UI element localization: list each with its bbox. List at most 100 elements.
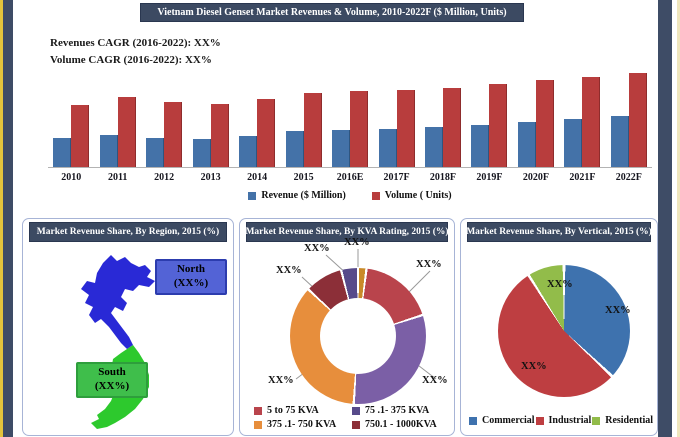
- revenue-bar-2022F: [610, 116, 629, 167]
- vertical-legend-item: Industrial: [535, 415, 592, 426]
- volume-bar-2016E: [350, 91, 369, 167]
- kva-pct-label-sliver-gold: XX%: [344, 237, 370, 248]
- revenue-bar-2016E: [332, 130, 351, 167]
- year-label-2012: 2012: [154, 172, 175, 183]
- south-label-text: South: [98, 366, 126, 378]
- volume-cagr-text: Volume CAGR (2016-2022): XX%: [50, 54, 212, 66]
- volume-legend-label: Volume ( Units): [384, 190, 452, 201]
- year-label-2018F: 2018F: [429, 172, 457, 183]
- panel-region-header: Market Revenue Share, By Region, 2015 (%…: [29, 222, 227, 242]
- volume-bar-2017F: [396, 90, 415, 167]
- right-navy-strip: [658, 0, 672, 437]
- year-label-2010: 2010: [61, 172, 82, 183]
- volume-bar-2011: [117, 97, 136, 167]
- revenue-bar-2021F: [564, 119, 583, 167]
- volume-bar-2014: [257, 99, 276, 167]
- volume-bar-2012: [164, 102, 183, 167]
- revenue-bar-2013: [192, 139, 211, 167]
- panel-vertical-header: Market Revenue Share, By Vertical, 2015 …: [466, 222, 652, 242]
- bar-group-2016E: [327, 66, 373, 167]
- bar-group-2021F: [559, 66, 605, 167]
- residential-legend-label: Residential: [605, 415, 653, 426]
- x-axis-labels: 2010 2011 2012 2013 2014 2015 2016E 2017F 2018F 2…: [48, 172, 652, 183]
- revenue-bar-2020F: [517, 122, 536, 167]
- kva-pct-label-375-750: XX%: [268, 375, 294, 386]
- year-label-2015: 2015: [293, 172, 314, 183]
- volume-bar-2013: [210, 104, 229, 167]
- panel-vertical: Market Revenue Share, By Vertical, 2015 …: [460, 218, 658, 436]
- bar-group-2020F: [513, 66, 559, 167]
- kva-legend: 5 to 75 KVA 75 .1- 375 KVA 375 .1- 750 K…: [254, 405, 450, 430]
- south-label-share: (XX%): [94, 379, 130, 392]
- revenue-bar-2019F: [471, 125, 490, 167]
- volume-legend-swatch: [371, 191, 380, 200]
- year-label-2014: 2014: [247, 172, 268, 183]
- kva-pct-label-sliver-purple: XX%: [304, 243, 330, 254]
- kva-swatch-3: [254, 420, 262, 429]
- bar-group-2010: [48, 66, 94, 167]
- north-region-label: North (XX%): [155, 259, 227, 295]
- kva-swatch-4: [352, 420, 360, 429]
- revenue-bar-2014: [239, 136, 258, 167]
- kva-swatch-2: [352, 406, 360, 415]
- panel-region: Market Revenue Share, By Region, 2015 (%…: [22, 218, 234, 436]
- bar-group-2019F: [466, 66, 512, 167]
- year-label-2020F: 2020F: [522, 172, 549, 183]
- panel-kva-header: Market Revenue Share, By KVA Rating, 201…: [245, 222, 449, 242]
- legend-item-revenue: Revenue ($ Million): [248, 190, 346, 201]
- revenue-bar-2018F: [424, 127, 443, 167]
- kva-legend-item: 375 .1- 750 KVA: [254, 419, 352, 430]
- year-label-2021F: 2021F: [569, 172, 596, 183]
- kva-legend-item: 75 .1- 375 KVA: [352, 405, 450, 416]
- volume-bar-2019F: [489, 84, 508, 167]
- vertical-legend: Commercial Industrial Residential: [469, 415, 653, 426]
- north-label-text: North: [176, 263, 206, 275]
- vertical-legend-item: Residential: [592, 415, 653, 426]
- north-label-share: (XX%): [173, 276, 209, 289]
- bar-chart-legend: Revenue ($ Million) Volume ( Units): [48, 190, 652, 201]
- kva-legend-label-1: 5 to 75 KVA: [267, 405, 319, 416]
- legend-item-volume: Volume ( Units): [371, 190, 452, 201]
- kva-swatch-1: [254, 406, 262, 415]
- bar-group-2013: [187, 66, 233, 167]
- year-label-2019F: 2019F: [476, 172, 503, 183]
- commercial-swatch: [469, 416, 477, 425]
- vertical-pie-chart: [498, 265, 630, 397]
- revenue-legend-label: Revenue ($ Million): [261, 190, 346, 201]
- year-label-2017F: 2017F: [383, 172, 410, 183]
- volume-bar-2015: [303, 93, 322, 167]
- kva-pct-label-750-1000: XX%: [276, 265, 302, 276]
- year-label-2011: 2011: [107, 172, 128, 183]
- vertical-pct-industrial: XX%: [521, 361, 547, 372]
- bar-group-2017F: [373, 66, 419, 167]
- kva-pct-label-5-75: XX%: [416, 259, 442, 270]
- page-title: Vietnam Diesel Genset Market Revenues & …: [140, 3, 524, 22]
- industrial-legend-label: Industrial: [548, 415, 592, 426]
- year-label-2013: 2013: [200, 172, 221, 183]
- bar-group-2022F: [606, 66, 652, 167]
- bar-group-2011: [94, 66, 140, 167]
- revenue-legend-swatch: [248, 191, 257, 200]
- commercial-legend-label: Commercial: [482, 415, 535, 426]
- year-label-2022F: 2022F: [615, 172, 642, 183]
- bar-group-2018F: [420, 66, 466, 167]
- x-axis-line: [48, 167, 652, 168]
- industrial-swatch: [535, 416, 544, 425]
- panel-kva-rating: Market Revenue Share, By KVA Rating, 201…: [239, 218, 455, 436]
- residential-swatch: [592, 416, 601, 425]
- volume-bar-2020F: [535, 80, 554, 167]
- vertical-legend-item: Commercial: [469, 415, 535, 426]
- vertical-pct-commercial: XX%: [605, 305, 631, 316]
- bar-group-2012: [141, 66, 187, 167]
- kva-legend-item: 5 to 75 KVA: [254, 405, 352, 416]
- kva-legend-label-2: 75 .1- 375 KVA: [365, 405, 430, 416]
- volume-bar-2022F: [628, 73, 647, 167]
- left-navy-strip: [3, 0, 13, 437]
- bar-group-2015: [280, 66, 326, 167]
- kva-legend-label-4: 750.1 - 1000KVA: [365, 419, 437, 430]
- volume-bar-2010: [71, 105, 90, 167]
- revenue-volume-bar-chart: [48, 66, 652, 167]
- revenues-cagr-text: Revenues CAGR (2016-2022): XX%: [50, 37, 221, 49]
- revenue-bar-2012: [146, 138, 165, 167]
- volume-bar-2018F: [442, 88, 461, 167]
